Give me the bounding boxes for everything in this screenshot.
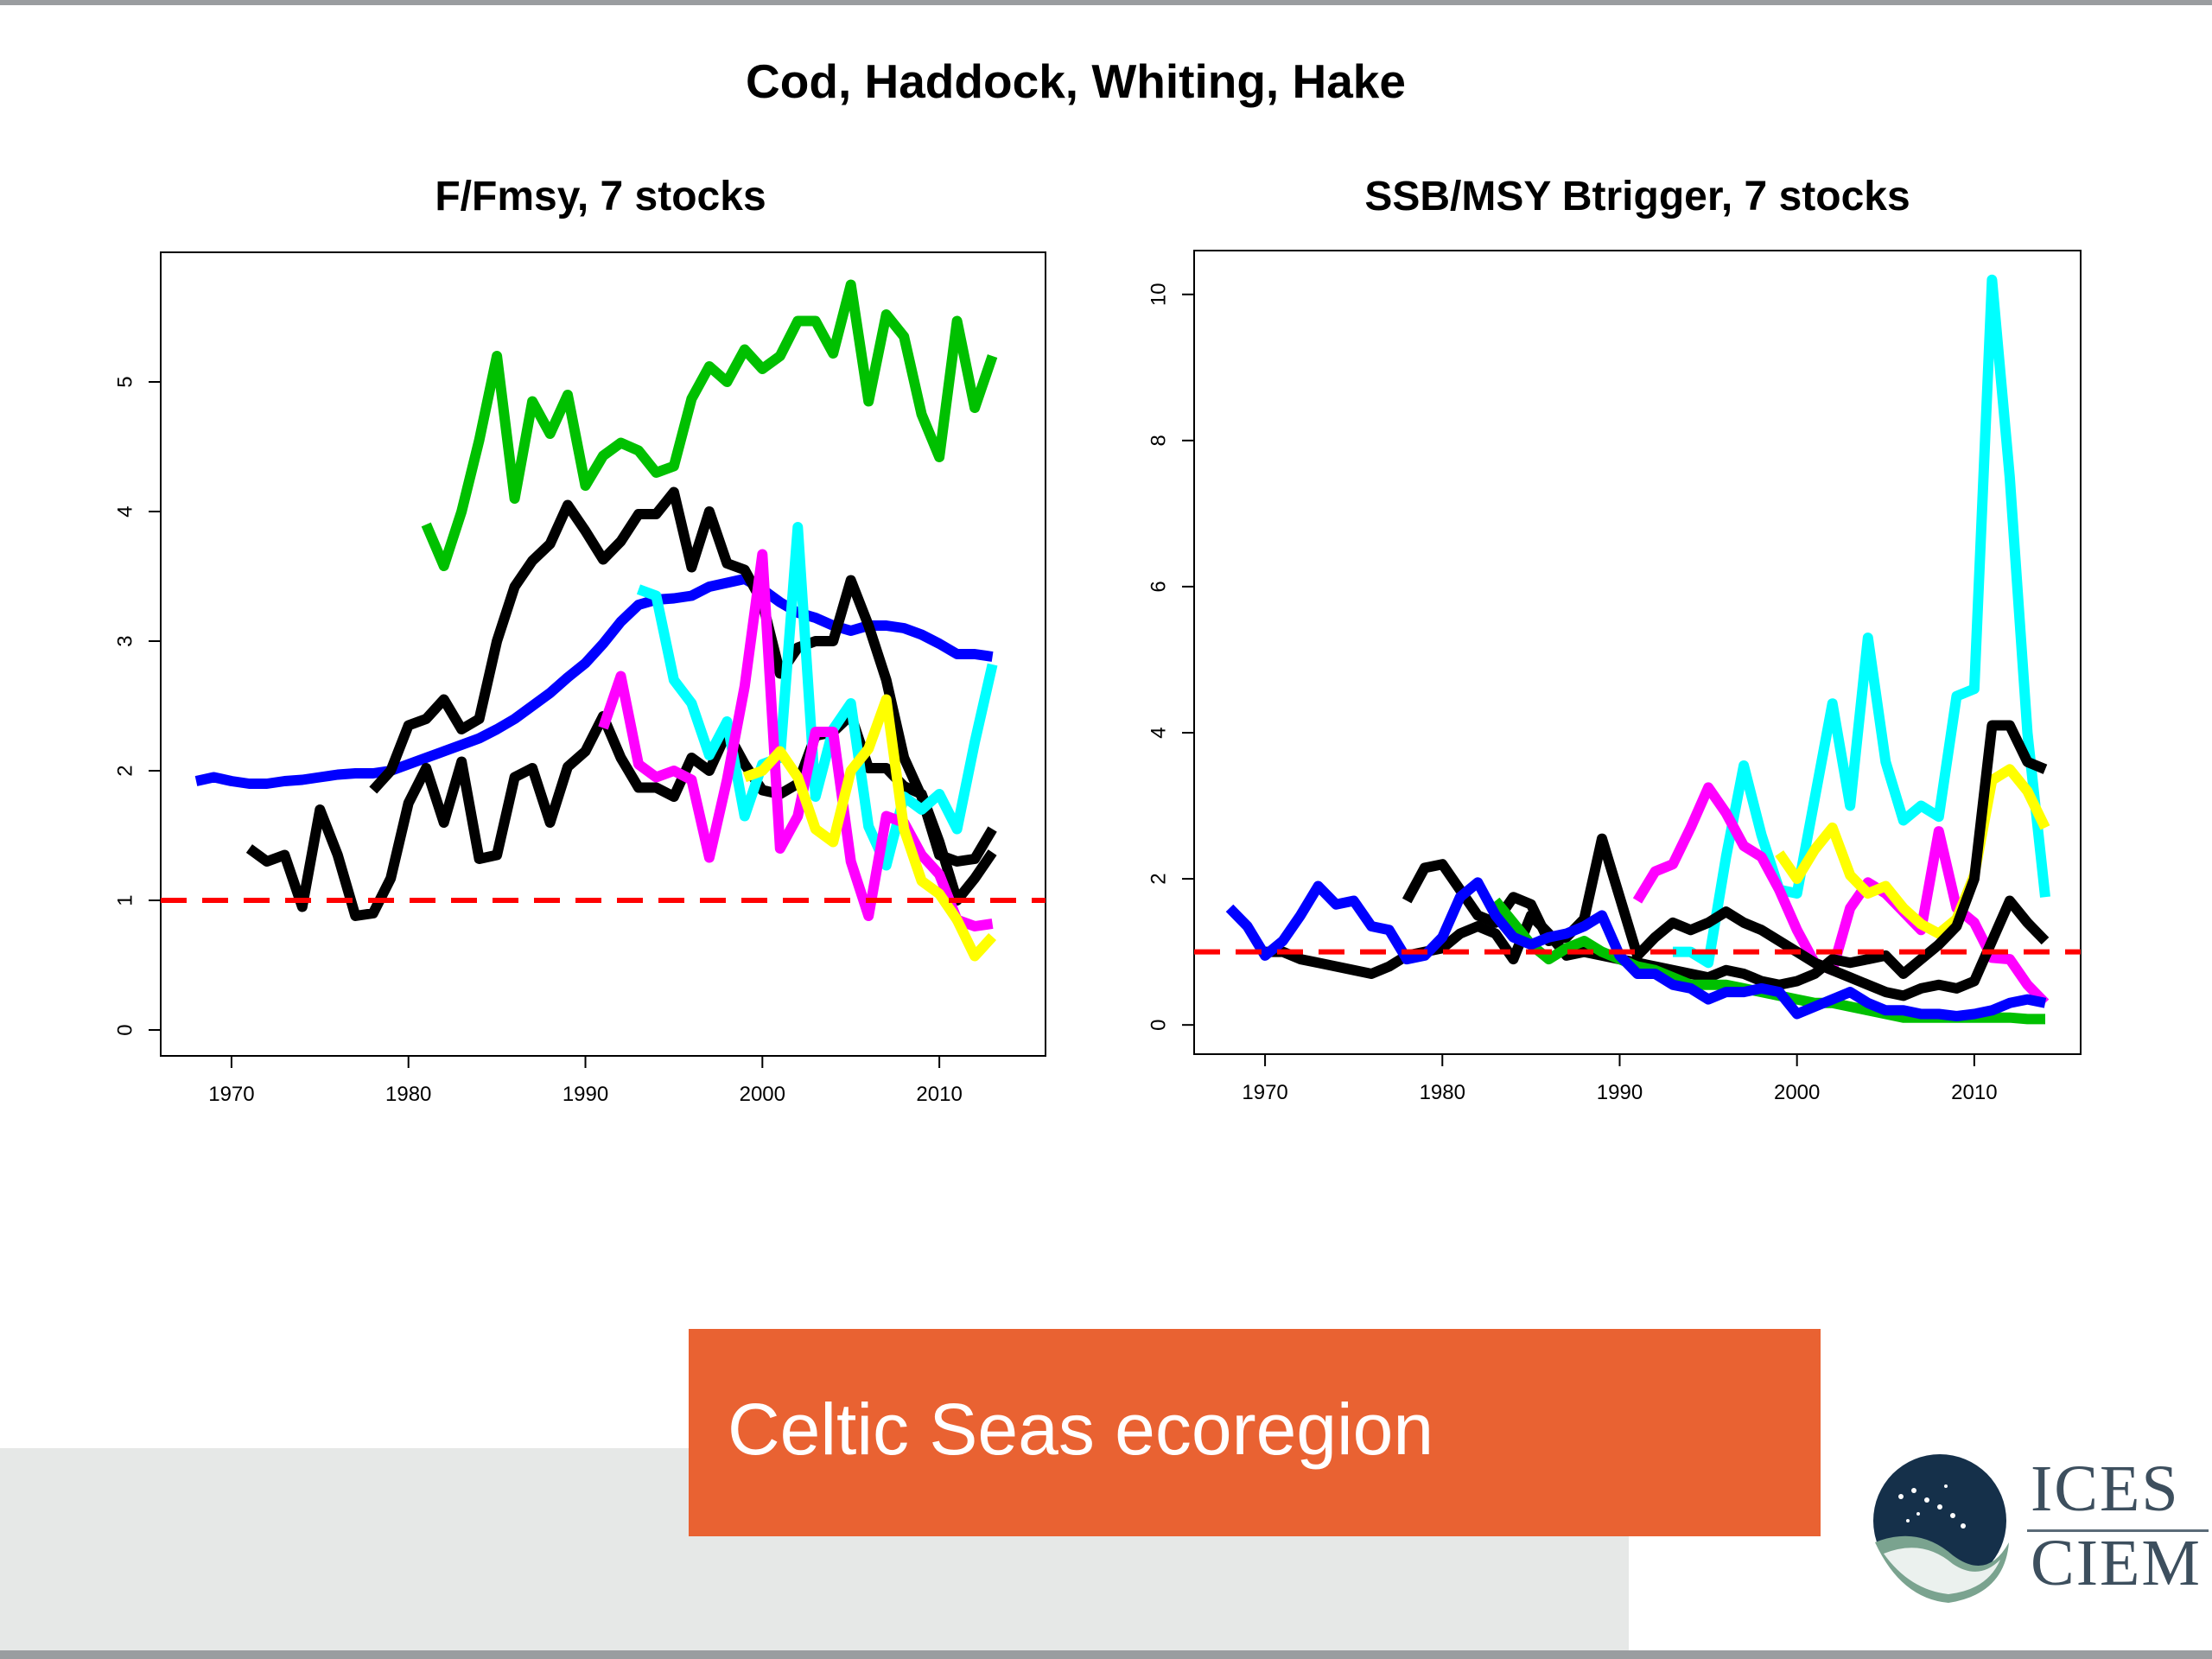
ffmsy-series-black-upper <box>369 486 997 867</box>
ssb-x-tick-label: 1980 <box>1420 1081 1465 1104</box>
ffmsy-series-green <box>421 279 998 571</box>
ffmsy-y-tick-label: 0 <box>113 1024 137 1035</box>
ffmsy-x-tick-label: 2000 <box>740 1083 785 1106</box>
top-border <box>0 0 2212 5</box>
ssb-series-black-a <box>1402 833 2050 1001</box>
ffmsy-y-tick-label: 5 <box>113 376 137 387</box>
ffmsy-y-tick-label: 3 <box>113 635 137 646</box>
ssb-y-tick-label: 6 <box>1147 581 1170 592</box>
ssb-plot-frame <box>1193 250 2082 1055</box>
ffmsy-x-tick-label: 1980 <box>385 1083 431 1106</box>
ffmsy-x-tick-label: 1970 <box>208 1083 254 1106</box>
ssb-y-tick-label: 4 <box>1147 727 1170 738</box>
ssb-x-tick-label: 1990 <box>1597 1081 1643 1104</box>
ssb-y-tick-label: 2 <box>1147 873 1170 884</box>
ssb-y-tick-label: 10 <box>1147 283 1170 306</box>
ffmsy-series-yellow <box>742 694 997 962</box>
bottom-border <box>0 1650 2212 1659</box>
ssb-series-yellow <box>1775 764 2050 939</box>
ssb-series-blue <box>1225 877 2047 1021</box>
logo-text-ciem: CIEM <box>2031 1527 2202 1599</box>
ffmsy-plot-frame <box>160 251 1046 1057</box>
ssb-series-cyan <box>1673 274 2050 969</box>
ffmsy-y-tick-label: 4 <box>113 505 137 517</box>
ices-emblem-icon <box>1873 1454 2009 1603</box>
region-banner: Celtic Seas ecoregion <box>689 1329 1821 1536</box>
ffmsy-x-tick-label: 2010 <box>916 1083 962 1106</box>
ffmsy-x-tick-label: 1990 <box>563 1083 608 1106</box>
chart-title-ffmsy: F/Fmsy, 7 stocks <box>435 174 766 219</box>
region-banner-text: Celtic Seas ecoregion <box>728 1389 1434 1470</box>
slide-title: Cod, Haddock, Whiting, Hake <box>746 54 1406 108</box>
ices-logo: ICES CIEM <box>1866 1443 2212 1633</box>
ssb-y-tick-label: 8 <box>1147 435 1170 446</box>
ssb-series-black-b <box>1265 720 2048 990</box>
ssb-x-tick-label: 2010 <box>1951 1081 1997 1104</box>
ssb-y-tick-label: 0 <box>1147 1020 1170 1031</box>
ffmsy-series-black-lower <box>245 709 997 921</box>
ssb-x-tick-label: 1970 <box>1242 1081 1287 1104</box>
ffmsy-y-tick-label: 1 <box>113 894 137 906</box>
ffmsy-y-tick-label: 2 <box>113 765 137 776</box>
ffmsy-series-magenta <box>598 549 994 931</box>
logo-text-ices: ICES <box>2031 1452 2180 1525</box>
ffmsy-series-blue <box>194 574 994 789</box>
logo-divider <box>2027 1529 2209 1532</box>
ssb-x-tick-label: 2000 <box>1774 1081 1820 1104</box>
ffmsy-series-cyan <box>636 522 998 871</box>
chart-title-ssb: SSB/MSY Btrigger, 7 stocks <box>1364 174 1910 219</box>
ssb-series-magenta <box>1632 782 2050 1007</box>
